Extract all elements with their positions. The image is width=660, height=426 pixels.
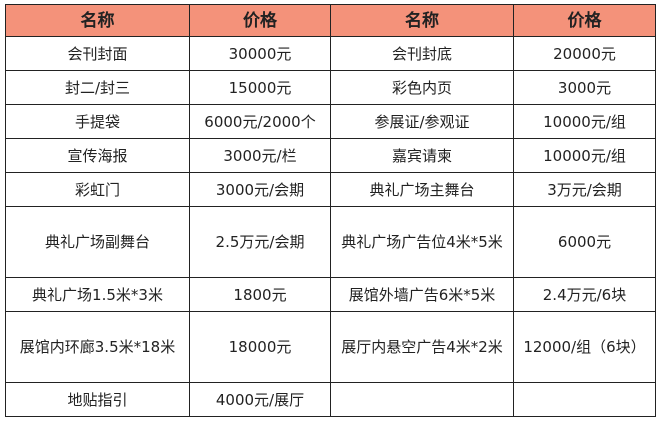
name-cell: 地贴指引: [5, 382, 190, 417]
price-cell: 30000元: [189, 36, 331, 71]
price-cell: 2.4万元/6块: [513, 277, 656, 312]
price-cell: 10000元/组: [513, 138, 656, 173]
table-row: 会刊封面 30000元 会刊封底 20000元: [5, 36, 656, 71]
name-cell: [330, 382, 514, 417]
name-cell: 展馆内环廊3.5米*18米: [5, 311, 190, 383]
name-cell: 封二/封三: [5, 70, 190, 105]
name-cell: 彩色内页: [330, 70, 514, 105]
price-cell: 6000元/2000个: [189, 104, 331, 139]
name-cell: 典礼广场广告位4米*5米: [330, 206, 514, 278]
price-cell: 3万元/会期: [513, 172, 656, 207]
price-table: 名称 价格 名称 价格 会刊封面 30000元 会刊封底 20000元 封二/封三 150…: [5, 4, 656, 417]
price-cell: 18000元: [189, 311, 331, 383]
price-cell: [513, 382, 656, 417]
name-cell: 典礼广场主舞台: [330, 172, 514, 207]
name-cell: 手提袋: [5, 104, 190, 139]
table-row: 彩虹门 3000元/会期 典礼广场主舞台 3万元/会期: [5, 172, 656, 207]
price-cell: 12000/组（6块）: [513, 311, 656, 383]
name-cell: 典礼广场1.5米*3米: [5, 277, 190, 312]
name-cell: 展馆外墙广告6米*5米: [330, 277, 514, 312]
price-cell: 15000元: [189, 70, 331, 105]
header-price: 价格: [189, 4, 331, 37]
price-cell: 3000元/栏: [189, 138, 331, 173]
header-name: 名称: [5, 4, 190, 37]
table-row: 手提袋 6000元/2000个 参展证/参观证 10000元/组: [5, 104, 656, 139]
header-price: 价格: [513, 4, 656, 37]
header-name: 名称: [330, 4, 514, 37]
price-cell: 3000元/会期: [189, 172, 331, 207]
name-cell: 展厅内悬空广告4米*2米: [330, 311, 514, 383]
price-cell: 4000元/展厅: [189, 382, 331, 417]
table-row: 宣传海报 3000元/栏 嘉宾请柬 10000元/组: [5, 138, 656, 173]
price-cell: 10000元/组: [513, 104, 656, 139]
price-cell: 1800元: [189, 277, 331, 312]
name-cell: 会刊封底: [330, 36, 514, 71]
name-cell: 参展证/参观证: [330, 104, 514, 139]
name-cell: 会刊封面: [5, 36, 190, 71]
table-row: 封二/封三 15000元 彩色内页 3000元: [5, 70, 656, 105]
price-cell: 2.5万元/会期: [189, 206, 331, 278]
table-row: 地贴指引 4000元/展厅: [5, 382, 656, 417]
price-cell: 3000元: [513, 70, 656, 105]
table-row: 典礼广场副舞台 2.5万元/会期 典礼广场广告位4米*5米 6000元: [5, 206, 656, 278]
price-cell: 20000元: [513, 36, 656, 71]
name-cell: 宣传海报: [5, 138, 190, 173]
table-row: 典礼广场1.5米*3米 1800元 展馆外墙广告6米*5米 2.4万元/6块: [5, 277, 656, 312]
table-row: 展馆内环廊3.5米*18米 18000元 展厅内悬空广告4米*2米 12000/组（6…: [5, 311, 656, 383]
name-cell: 彩虹门: [5, 172, 190, 207]
name-cell: 嘉宾请柬: [330, 138, 514, 173]
price-cell: 6000元: [513, 206, 656, 278]
name-cell: 典礼广场副舞台: [5, 206, 190, 278]
header-row: 名称 价格 名称 价格: [5, 4, 656, 37]
